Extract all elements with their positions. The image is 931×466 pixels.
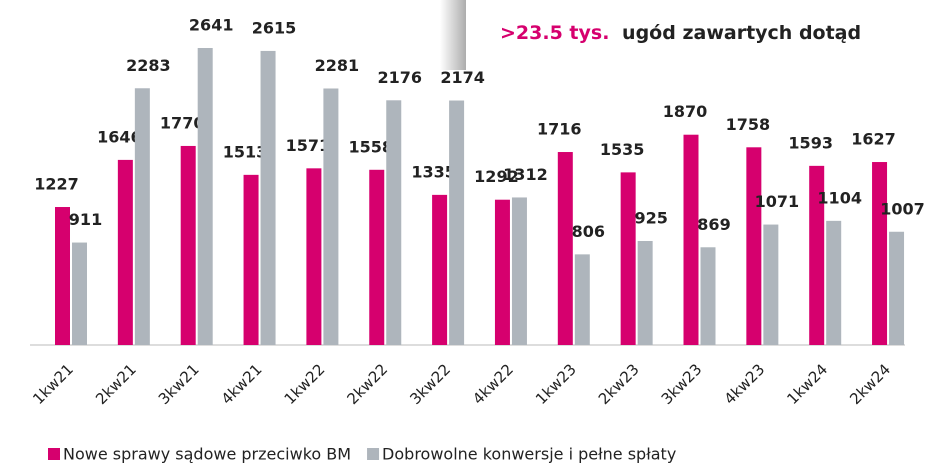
value-label: 1646	[97, 127, 142, 146]
bar	[260, 50, 276, 346]
x-tick-label: 4kw21	[218, 360, 266, 408]
bar	[637, 240, 653, 345]
value-label: 925	[634, 208, 667, 227]
bar	[117, 159, 133, 345]
value-label: 1558	[348, 137, 393, 156]
x-tick-label: 3kw23	[658, 360, 706, 408]
annotation-highlight: >23.5 tys.	[500, 22, 609, 44]
value-label: 911	[69, 210, 102, 229]
bar	[700, 247, 716, 345]
value-label: 1513	[223, 142, 268, 161]
value-label: 1571	[286, 136, 331, 155]
bar	[449, 100, 465, 345]
annotation-box	[466, 0, 931, 70]
legend-swatch	[367, 448, 380, 460]
x-tick-label: 2kw22	[343, 360, 391, 408]
value-label: 1312	[503, 165, 548, 184]
bar	[243, 174, 259, 345]
x-tick-label: 1kw22	[281, 360, 329, 408]
bar	[386, 100, 402, 345]
value-label: 1593	[788, 133, 833, 152]
annotation-shadow	[440, 0, 470, 70]
value-label: 1870	[663, 102, 708, 121]
x-tick-label: 3kw22	[406, 360, 454, 408]
value-label: 869	[697, 215, 730, 234]
value-label: 1535	[600, 140, 645, 159]
annotation: >23.5 tys. ugód zawartych dotąd	[500, 22, 861, 44]
bar	[574, 254, 590, 345]
value-label: 2283	[126, 56, 171, 75]
value-label: 2641	[189, 16, 234, 35]
bar	[511, 197, 527, 345]
value-label: 1104	[817, 188, 862, 207]
x-tick-label: 4kw23	[721, 360, 769, 408]
x-tick-label: 1kw24	[783, 360, 831, 408]
value-label: 1627	[851, 130, 896, 149]
bar	[369, 169, 385, 345]
value-label: 2176	[377, 68, 422, 87]
value-label: 1292	[474, 167, 519, 186]
x-tick-label: 2kw21	[92, 360, 140, 408]
legend-label: Dobrowolne konwersje i pełne spłaty	[382, 445, 676, 464]
bar	[180, 145, 196, 345]
bar	[746, 147, 762, 345]
bar	[134, 88, 150, 345]
value-label: 1335	[411, 162, 456, 181]
value-label: 2174	[440, 68, 485, 87]
bar	[306, 168, 322, 345]
value-label: 1770	[160, 113, 205, 132]
bar	[763, 224, 779, 345]
bar	[826, 220, 842, 345]
bar	[494, 199, 510, 345]
bar	[872, 162, 888, 345]
value-label: 1758	[726, 115, 771, 134]
bar	[72, 242, 87, 345]
annotation-text: ugód zawartych dotąd	[622, 22, 861, 44]
legend-label: Nowe sprawy sądowe przeciwko BM	[63, 445, 351, 464]
bar	[620, 172, 636, 345]
x-tick-label: 4kw22	[469, 360, 517, 408]
bar	[55, 207, 70, 345]
x-tick-label: 1kw21	[29, 360, 77, 408]
x-tick-label: 2kw23	[595, 360, 643, 408]
bar	[432, 194, 448, 345]
value-label: 2281	[315, 56, 360, 75]
value-label: 1071	[755, 192, 800, 211]
bar	[323, 88, 339, 345]
bar	[809, 165, 825, 345]
x-tick-label: 3kw21	[155, 360, 203, 408]
x-tick-label: 1kw23	[532, 360, 580, 408]
bar	[197, 48, 213, 345]
value-label: 2615	[252, 18, 297, 37]
value-label: 1227	[34, 175, 79, 194]
bar	[557, 152, 573, 345]
legend-swatch	[48, 448, 60, 460]
bar	[683, 134, 699, 345]
x-tick-label: 2kw24	[846, 360, 894, 408]
bar	[889, 231, 905, 345]
value-label: 1716	[537, 120, 582, 139]
value-label: 806	[572, 222, 605, 241]
value-label: 1007	[880, 199, 925, 218]
